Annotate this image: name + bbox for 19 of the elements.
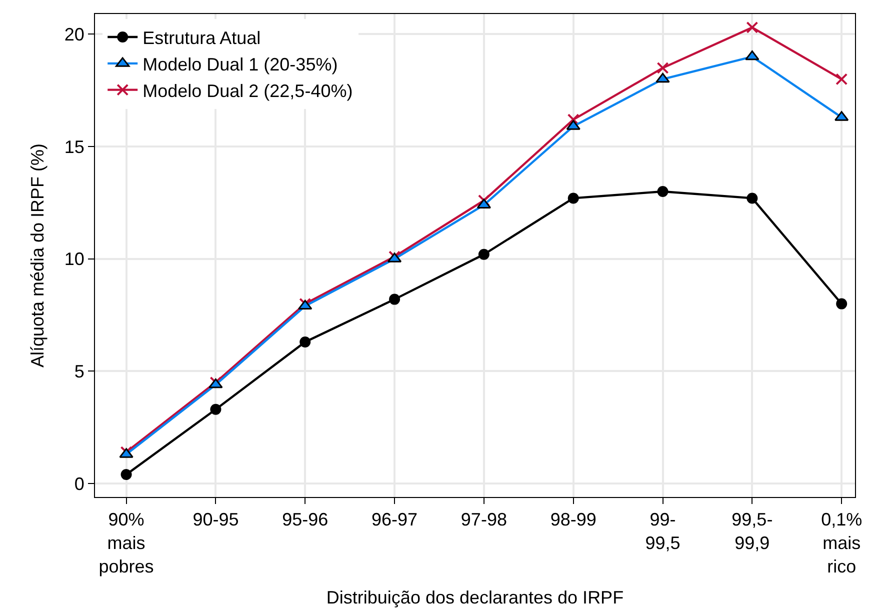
x-axis-title: Distribuição dos declarantes do IRPF	[326, 588, 624, 608]
legend-label: Modelo Dual 2 (22,5-40%)	[142, 80, 353, 101]
x-tick-label: 0,1% mais rico	[821, 510, 862, 576]
x-tick-label: 90% mais pobres	[98, 510, 154, 576]
x-tick-label: 90-95	[192, 510, 239, 530]
y-tick-label: 0	[74, 474, 84, 494]
x-tick-label: 97-98	[460, 510, 507, 530]
y-axis-title: Alíquota média do IRPF (%)	[28, 143, 48, 368]
y-tick-label: 10	[64, 249, 84, 270]
legend-label: Estrutura Atual	[142, 28, 261, 48]
x-tick-label: 99,5- 99,9	[732, 510, 773, 553]
y-tick-label: 5	[74, 362, 84, 382]
x-tick-label: 99- 99,5	[645, 510, 680, 553]
x-tick-label: 98-99	[550, 510, 596, 530]
y-tick-label: 15	[64, 136, 84, 157]
legend-label: Modelo Dual 1 (20-35%)	[142, 54, 338, 74]
x-tick-label: 96-97	[372, 510, 418, 530]
y-tick-label: 20	[64, 24, 84, 45]
x-tick-label: 95-96	[282, 510, 328, 530]
